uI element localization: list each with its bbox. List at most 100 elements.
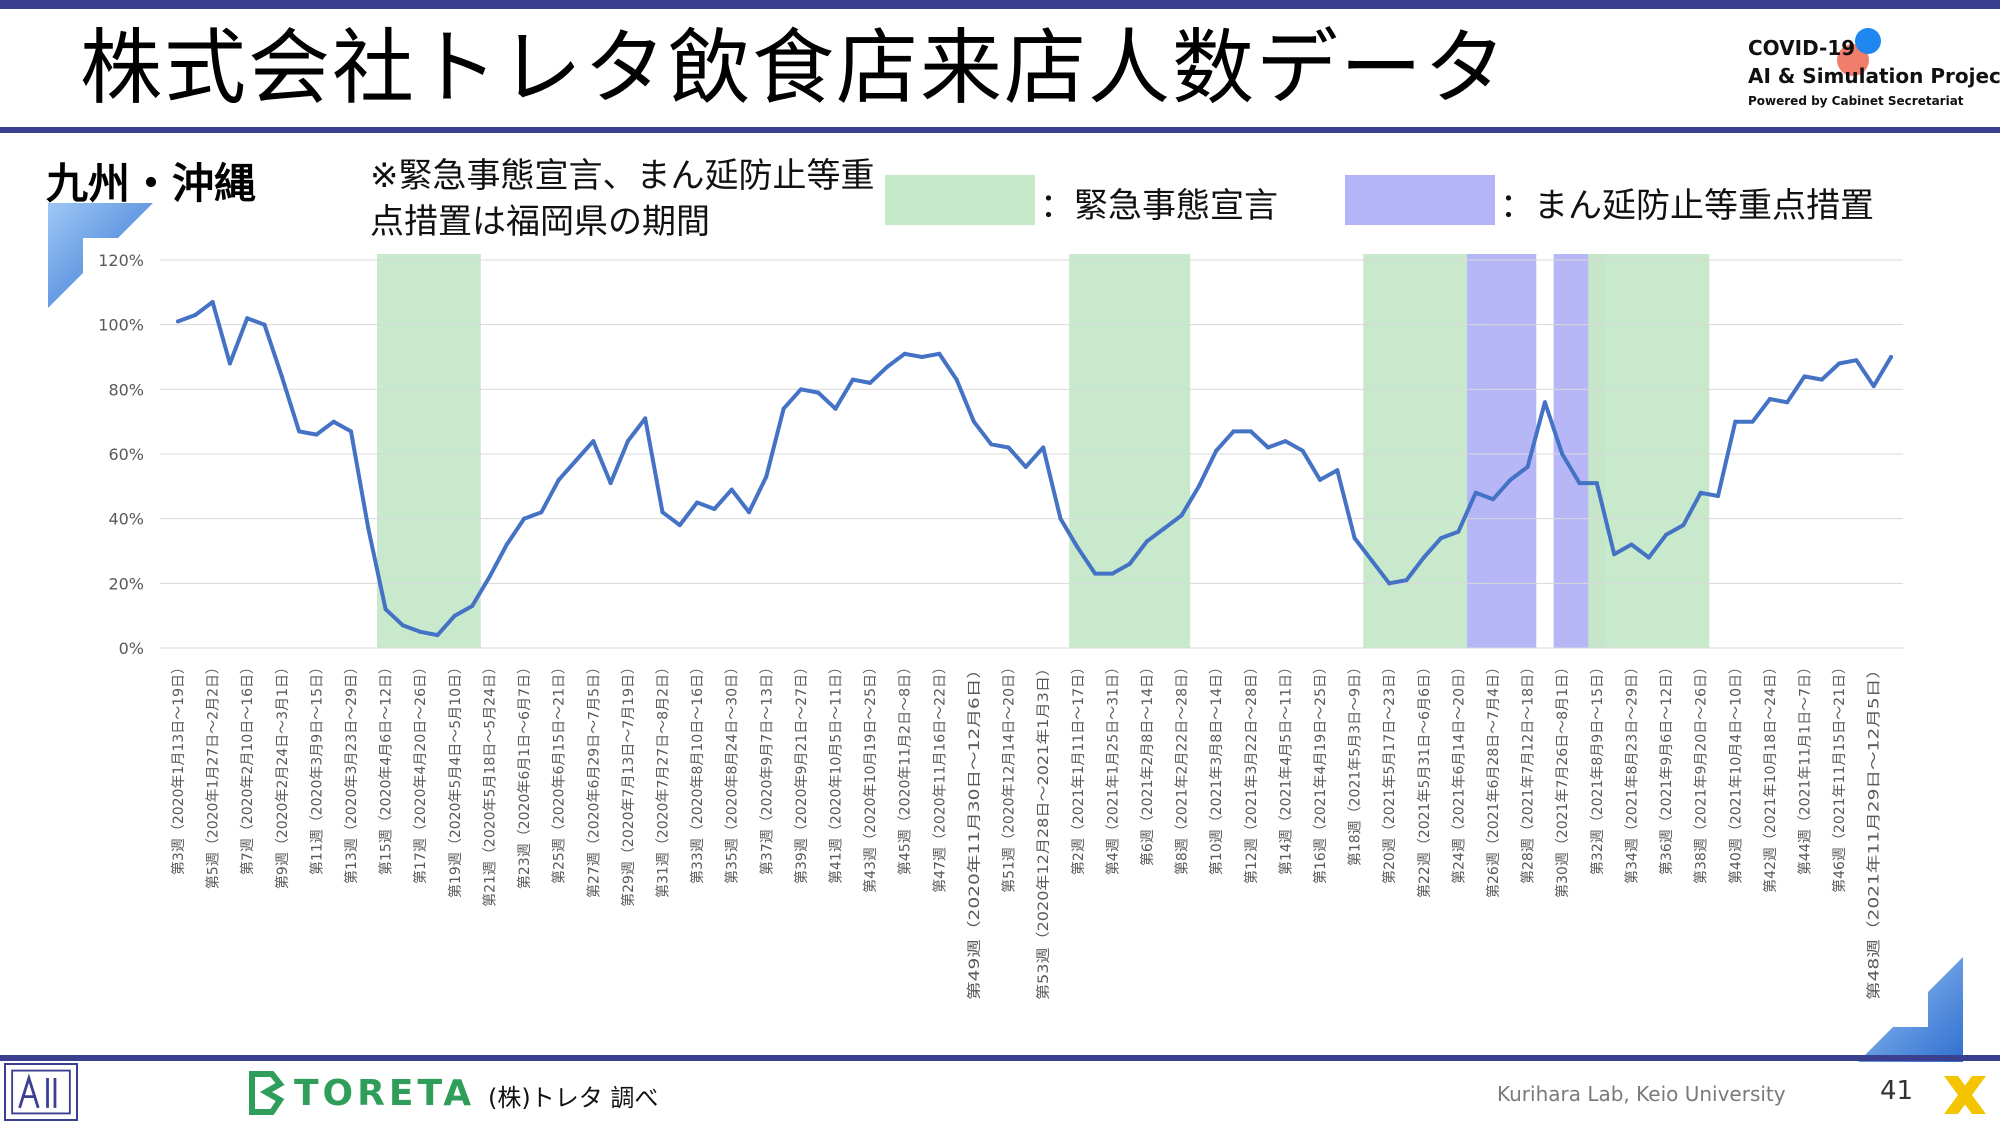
x-tick-label: 第29週（2020年7月13日～7月19日） [620,660,637,907]
x-tick-label: 第31週（2020年7月27日～8月2日） [654,660,671,898]
data-point [937,351,942,356]
x-tick-label: 第8週（2021年2月22日～28日） [1174,660,1191,875]
data-point [1715,494,1720,499]
y-tick-label: 0% [119,639,144,658]
data-point [314,432,319,437]
data-point [1231,429,1236,434]
x-tick-label: 第36週（2021年9月6日～12日） [1658,660,1675,875]
data-point [383,607,388,612]
x-tick-label: 第49週（2020年11月30日～12月6日） [966,660,983,1000]
x-tick-label: 第35週（2020年8月24日～30日） [724,660,741,884]
data-point [764,474,769,479]
data-point [1542,400,1547,405]
x-tick-label: 第48週（2021年11月29日～12月5日） [1866,660,1883,1000]
data-point [729,487,734,492]
band-emergency-1 [1069,254,1191,648]
data-point [1802,374,1807,379]
data-point [1439,536,1444,541]
data-point [1041,445,1046,450]
data-point [452,613,457,618]
data-point [625,439,630,444]
data-point [1179,513,1184,518]
y-tick-label: 40% [108,510,144,529]
data-point [522,516,527,521]
logo-line1: COVID-19 [1748,36,1856,60]
data-point [1612,552,1617,557]
data-point [1508,477,1513,482]
x-tick-label: 第15週（2020年4月6日～12日） [378,660,395,875]
data-point [1837,361,1842,366]
legend-swatch-emergency [885,175,1035,225]
data-point [539,510,544,515]
corner-bracket-top-left-icon [48,203,153,308]
footer-divider [0,1055,2000,1061]
ai-lab-logo-icon [4,1063,78,1121]
data-point [954,377,959,382]
y-tick-label: 20% [108,574,144,593]
data-point [297,429,302,434]
data-point [1819,377,1824,382]
data-point [816,390,821,395]
data-point [1283,439,1288,444]
x-tick-label: 第9週（2020年2月24日～3月1日） [274,660,291,889]
y-tick-label: 120% [98,251,144,270]
x-tick-label: 第3週（2020年1月13日～19日） [170,660,187,875]
data-point [868,380,873,385]
data-point [1387,581,1392,586]
data-point [487,574,492,579]
data-point [193,312,198,317]
data-point [971,419,976,424]
data-point [1854,358,1859,363]
data-point [1698,490,1703,495]
logo-line3: Powered by Cabinet Secretariat [1748,94,1964,108]
data-point [504,542,509,547]
x-tick-label: 第16週（2021年4月19日～25日） [1312,660,1329,884]
logo-blue-dot-icon [1855,28,1881,54]
data-point [1369,558,1374,563]
data-point [1785,400,1790,405]
period-note: ※緊急事態宣言、まん延防止等重点措置は福岡県の期間 [370,156,875,242]
data-point [1456,529,1461,534]
toreta-wordmark: TORETA [294,1073,476,1114]
x-tick-label: 第26週（2021年6月28日～7月4日） [1485,660,1502,898]
band-emergency-5 [1588,254,1710,648]
x-tick-label: 第30週（2021年7月26日～8月1日） [1554,660,1571,898]
data-point [1525,464,1530,469]
x-tick-label: 第34週（2021年8月23日～29日） [1623,660,1640,884]
data-point [1404,578,1409,583]
data-point [1577,481,1582,486]
data-point [556,477,561,482]
x-tick-label: 第23週（2020年6月1日～6月7日） [516,660,533,889]
data-point [608,481,613,486]
x-tick-label: 第10週（2021年3月8日～14日） [1208,660,1225,875]
x-tick-label: 第21週（2020年5月18日～5月24日） [481,660,498,907]
data-point [210,300,215,305]
x-tick-label: 第38週（2021年9月20日～26日） [1693,660,1710,884]
data-point [920,355,925,359]
band-priority-3 [1467,254,1537,648]
data-point [1594,481,1599,486]
title-divider [0,127,2000,133]
legend-label-priority: ：まん延防止等重点措置 [1500,186,1874,226]
data-point [176,319,180,324]
data-point [1248,429,1253,434]
data-point [781,406,786,411]
x-tick-label: 第47週（2020年11月16日～22日） [931,660,948,893]
x-tick-label: 第33週（2020年8月10日～16日） [689,660,706,884]
data-point [1214,448,1219,453]
data-point [245,316,250,321]
data-point [1889,355,1893,359]
data-point [902,351,907,356]
data-point [1300,448,1305,453]
data-point [1646,555,1651,560]
x-tick-label: 第2週（2021年1月11日～17日） [1070,660,1087,875]
x-tick-label: 第44週（2021年11月1日～7日） [1796,660,1813,875]
data-point [366,526,371,531]
band-emergency-2 [1363,254,1485,648]
data-point [591,439,596,444]
data-point [885,364,890,369]
legend-label-emergency: ：緊急事態宣言 [1040,186,1278,226]
data-point [1162,526,1167,531]
data-point [1560,452,1565,456]
